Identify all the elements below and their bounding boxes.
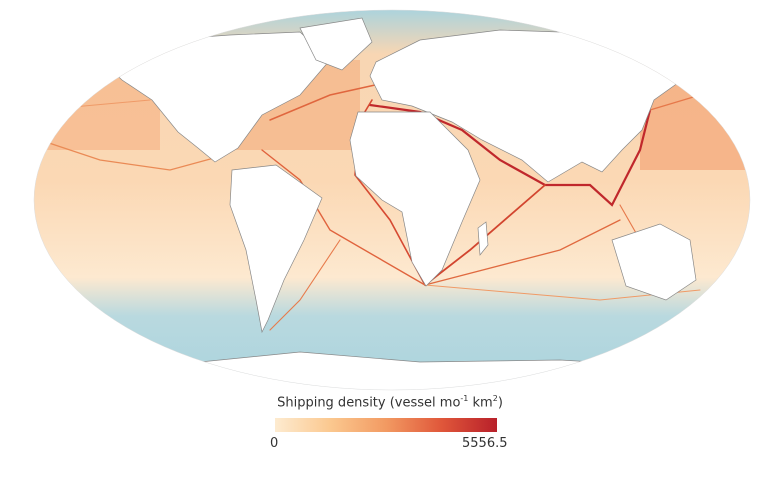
australia bbox=[611, 223, 697, 301]
legend-title-end: ) bbox=[497, 395, 503, 411]
africa bbox=[349, 111, 481, 287]
shipping-lane bbox=[269, 239, 341, 331]
legend-title-sup: -1 bbox=[460, 394, 469, 403]
south-america bbox=[229, 164, 323, 334]
shipping-lane bbox=[39, 139, 226, 171]
land bbox=[34, 17, 750, 390]
madagascar bbox=[477, 221, 489, 256]
legend-color-bar bbox=[275, 418, 497, 432]
shipping-lane bbox=[424, 184, 546, 286]
north-america bbox=[94, 31, 331, 163]
legend-title-unit: km bbox=[468, 395, 493, 411]
legend-min-label: 0 bbox=[270, 436, 279, 451]
greenland bbox=[299, 17, 373, 71]
shipping-lane bbox=[269, 84, 376, 121]
new-zealand bbox=[711, 284, 721, 306]
globe-outline bbox=[33, 9, 751, 391]
shipping-lane bbox=[424, 219, 621, 286]
legend-title-text: Shipping density (vessel mo bbox=[277, 395, 461, 411]
legend-title: Shipping density (vessel mo-1 km2) bbox=[260, 394, 520, 410]
legend-max-label: 5556.5 bbox=[462, 436, 508, 451]
legend-title-sup: 2 bbox=[492, 394, 498, 403]
